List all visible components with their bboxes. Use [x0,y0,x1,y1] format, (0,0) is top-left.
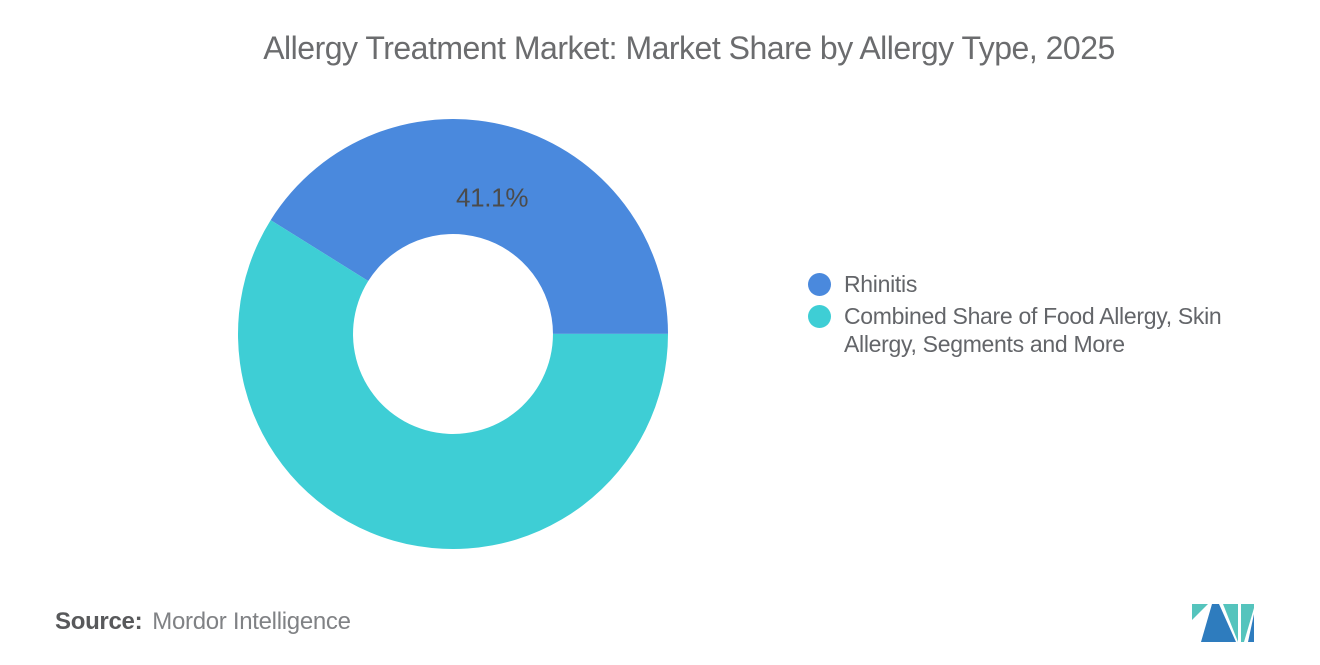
logo-right-tile-teal [1241,604,1254,642]
donut-segment-combined-share[interactable] [238,220,668,549]
segment-data-label-rhinitis: 41.1% [456,183,528,213]
donut-segment-rhinitis[interactable] [270,118,668,334]
legend-item-rhinitis[interactable]: Rhinitis [808,270,1256,298]
logo-diagonal-band [1201,604,1236,642]
source-line: Source: Mordor Intelligence [55,608,351,636]
donut-svg: 41.1% [238,118,668,549]
legend-item-combined-share[interactable]: Combined Share of Food Allergy, Skin All… [808,302,1256,358]
logo-right-tile-triangle [1248,614,1254,642]
logo-triangle-top-left [1192,604,1208,620]
legend: Rhinitis Combined Share of Food Allergy,… [808,270,1256,362]
legend-marker-combined-share [808,305,831,328]
mordor-intelligence-logo [1192,604,1254,642]
legend-label-combined-share: Combined Share of Food Allergy, Skin All… [844,303,1222,357]
chart-title: Allergy Treatment Market: Market Share b… [263,30,1115,66]
source-prefix: Source: [55,608,143,635]
logo-middle-wedge [1223,604,1238,642]
donut-chart: 41.1% [238,118,668,549]
legend-marker-rhinitis [808,273,831,296]
source-text: Mordor Intelligence [152,608,351,635]
legend-label-rhinitis: Rhinitis [844,271,918,297]
